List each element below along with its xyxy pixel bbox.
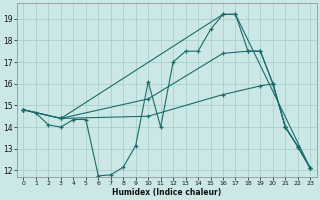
X-axis label: Humidex (Indice chaleur): Humidex (Indice chaleur) [112,188,221,197]
